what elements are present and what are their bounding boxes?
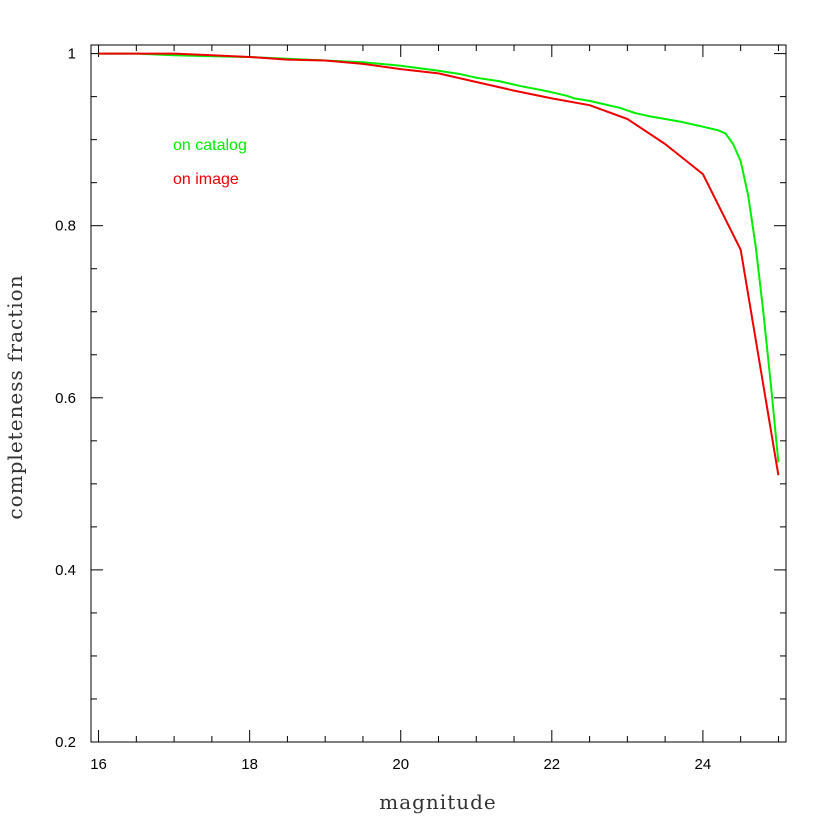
y-tick-label: 1 [68, 46, 76, 63]
legend: on catalog on image [173, 137, 247, 188]
legend-entry-2: on image [173, 171, 239, 188]
y-axis-title: completeness fraction [3, 274, 27, 519]
x-tick-label: 18 [241, 756, 258, 773]
x-tick-label: 22 [543, 756, 560, 773]
legend-entry-1: on catalog [173, 137, 247, 154]
y-tick-label: 0.8 [55, 218, 76, 235]
y-tick-label: 0.4 [55, 562, 76, 579]
tick-labels: 16 18 20 22 24 0.2 0.4 0.6 0.8 1 [55, 46, 711, 773]
series-lines [98, 52, 780, 476]
x-tick-label: 20 [392, 756, 409, 773]
y-tick-label: 0.6 [55, 390, 76, 407]
x-axis-title: magnitude [379, 790, 497, 814]
x-tick-label: 24 [695, 756, 712, 773]
x-tick-label: 16 [90, 756, 107, 773]
series-line-2 [98, 52, 780, 476]
plot-frame [90, 44, 787, 743]
y-tick-label: 0.2 [55, 734, 76, 751]
